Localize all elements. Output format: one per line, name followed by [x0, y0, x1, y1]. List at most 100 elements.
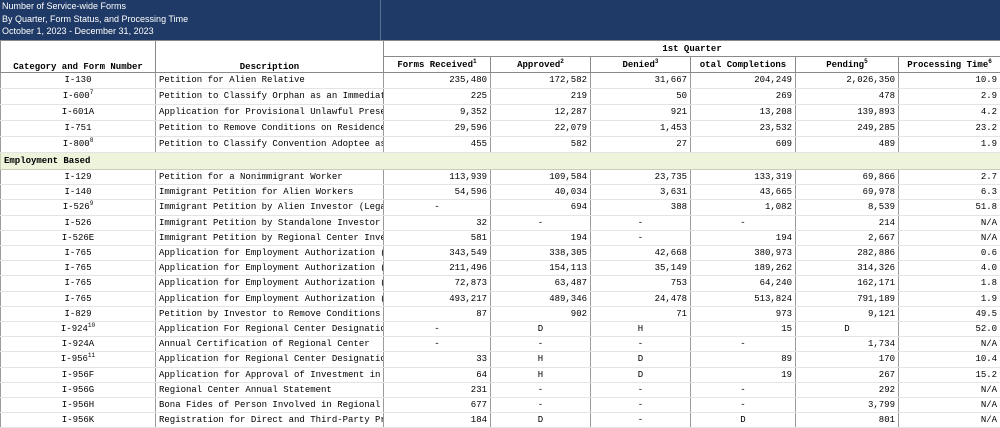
value-cell: -: [591, 413, 691, 428]
description: Regional Center Annual Statement: [156, 382, 384, 397]
form-number: I-765: [1, 276, 156, 291]
description-text: Petition by Investor to Remove Condition…: [159, 309, 384, 319]
form-number: I-765: [1, 291, 156, 306]
value-cell: 677: [384, 398, 491, 413]
description-text: Application for Provisional Unlawful Pre…: [159, 107, 384, 117]
value-cell: 31,667: [591, 73, 691, 89]
form-number-text: I-600: [63, 91, 90, 101]
description: Immigrant Petition by Alien Investor (Le…: [156, 200, 384, 215]
value-cell: 40,034: [491, 185, 591, 200]
value-cell: 27: [591, 137, 691, 153]
form-number-text: I-956H: [62, 400, 94, 410]
table-row: I-765 Application for Employment Authoriz…: [1, 261, 1000, 276]
value-cell: 154,113: [491, 261, 591, 276]
value-cell: 24,478: [591, 291, 691, 306]
form-number-text: I-751: [64, 123, 91, 133]
value-cell: 184: [384, 413, 491, 428]
value-cell: 292: [796, 382, 899, 397]
description: Immigrant Petition by Regional Center In…: [156, 230, 384, 245]
footnote-marker: 7: [90, 89, 94, 96]
value-cell: -: [384, 200, 491, 215]
subcolumn-header-text: otal Completions: [700, 60, 786, 70]
description-text: Immigrant Petition by Regional Center In…: [159, 233, 384, 243]
description: Application for Provisional Unlawful Pre…: [156, 105, 384, 121]
value-cell: N/A: [899, 215, 1000, 230]
value-cell: D: [491, 322, 591, 337]
value-cell: -: [491, 337, 591, 352]
value-cell: 19: [691, 367, 796, 382]
value-cell: 32: [384, 215, 491, 230]
value-cell: -: [591, 398, 691, 413]
value-cell: 43,665: [691, 185, 796, 200]
form-number: I-526E: [1, 230, 156, 245]
form-number: I-130: [1, 73, 156, 89]
value-cell: -: [591, 382, 691, 397]
value-cell: 50: [591, 89, 691, 105]
value-cell: 22,079: [491, 121, 591, 137]
footnote-marker: 8: [90, 137, 94, 144]
form-number: I-956H: [1, 398, 156, 413]
form-number-text: I-956G: [62, 385, 94, 395]
form-number-text: I-130: [64, 75, 91, 85]
value-cell: 1.8: [899, 276, 1000, 291]
form-number-text: I-765: [64, 278, 91, 288]
value-cell: 211,496: [384, 261, 491, 276]
subcolumn-header: Processing Time6: [899, 57, 1000, 73]
description: Application for Employment Authorization…: [156, 261, 384, 276]
section-title: Employment Based: [1, 153, 1000, 170]
form-number: I-751: [1, 121, 156, 137]
description: Petition to Remove Conditions on Residen…: [156, 121, 384, 137]
value-cell: 801: [796, 413, 899, 428]
value-cell: 249,285: [796, 121, 899, 137]
value-cell: 139,893: [796, 105, 899, 121]
form-number-text: I-924: [61, 324, 88, 334]
description: Application for Employment Authorization…: [156, 246, 384, 261]
value-cell: 582: [491, 137, 591, 153]
form-number: I-92410: [1, 322, 156, 337]
value-cell: 10.9: [899, 73, 1000, 89]
value-cell: 338,305: [491, 246, 591, 261]
section-row: Employment Based: [1, 153, 1000, 170]
value-cell: 2,026,350: [796, 73, 899, 89]
subcolumn-header: Denied3: [591, 57, 691, 73]
value-cell: 478: [796, 89, 899, 105]
value-cell: H: [491, 352, 591, 367]
value-cell: -: [691, 382, 796, 397]
form-number-text: I-129: [64, 172, 91, 182]
value-cell: 72,873: [384, 276, 491, 291]
description-text: Regional Center Annual Statement: [159, 385, 332, 395]
value-cell: 23,532: [691, 121, 796, 137]
description: Annual Certification of Regional Center: [156, 337, 384, 352]
value-cell: 204,249: [691, 73, 796, 89]
form-number: I-6007: [1, 89, 156, 105]
form-number-text: I-765: [64, 263, 91, 273]
subcolumn-header: Approved2: [491, 57, 591, 73]
form-number: I-924A: [1, 337, 156, 352]
description-text: Petition for a Nonimmigrant Worker: [159, 172, 343, 182]
value-cell: H: [491, 367, 591, 382]
value-cell: 10.4: [899, 352, 1000, 367]
subcolumn-header: Pending5: [796, 57, 899, 73]
value-cell: 194: [491, 230, 591, 245]
value-cell: 15.2: [899, 367, 1000, 382]
value-cell: N/A: [899, 398, 1000, 413]
form-number-text: I-526E: [62, 233, 94, 243]
form-number: I-765: [1, 261, 156, 276]
form-number: I-829: [1, 306, 156, 321]
description-text: Immigrant Petition for Alien Workers: [159, 187, 353, 197]
description-text: Application for Approval of Investment i…: [159, 370, 384, 380]
description: Application for Approval of Investment i…: [156, 367, 384, 382]
form-number: I-5269: [1, 200, 156, 215]
